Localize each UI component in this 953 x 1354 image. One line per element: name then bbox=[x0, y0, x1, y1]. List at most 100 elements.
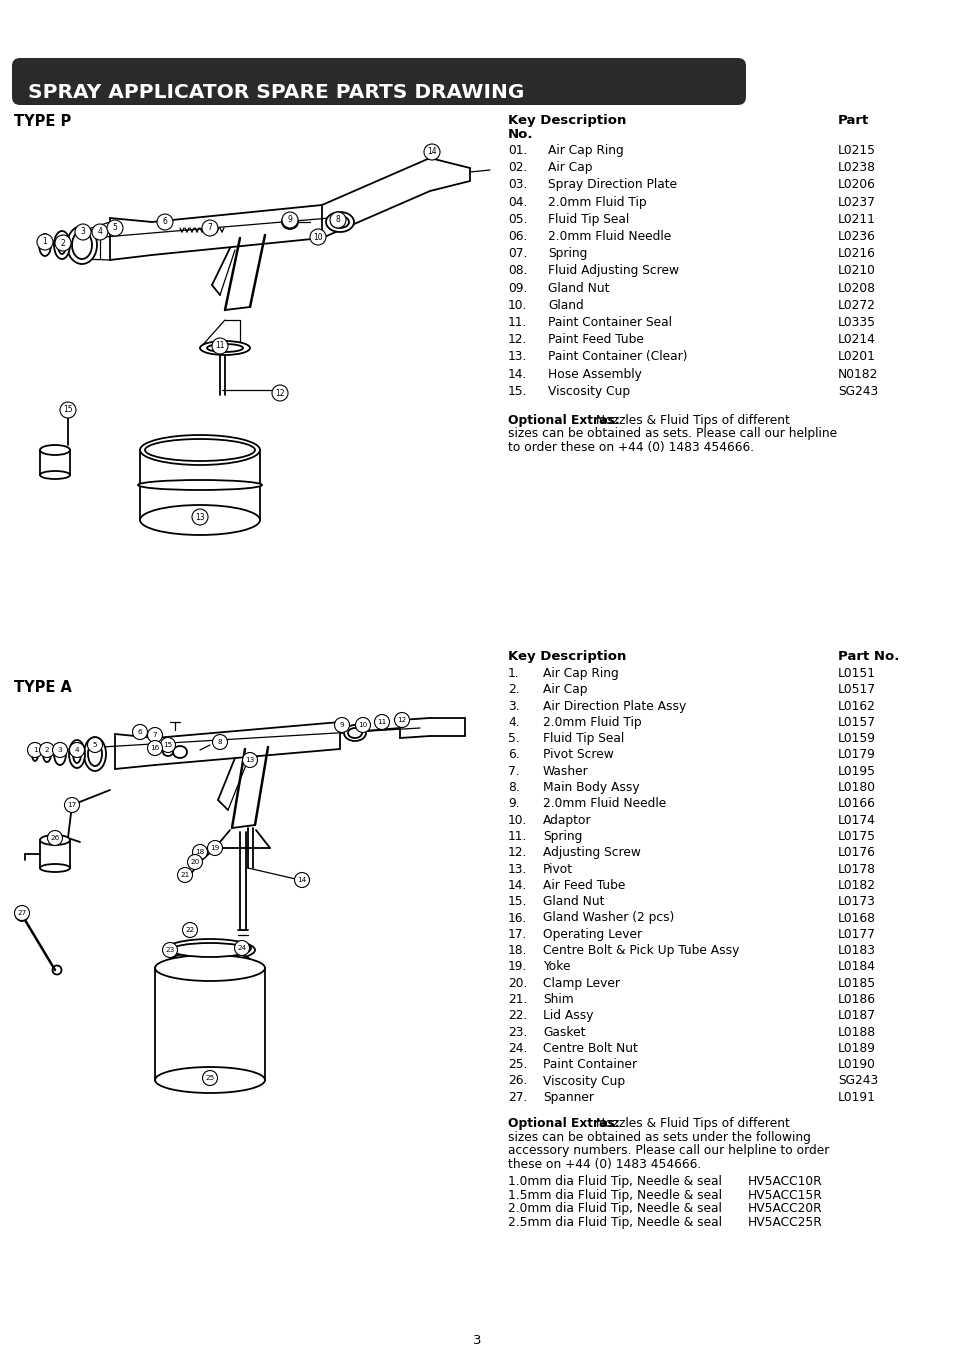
Ellipse shape bbox=[165, 940, 254, 961]
Text: TYPE P: TYPE P bbox=[14, 114, 71, 129]
Text: 22: 22 bbox=[185, 927, 194, 933]
Text: 11: 11 bbox=[377, 719, 386, 724]
Text: Viscosity Cup: Viscosity Cup bbox=[547, 385, 630, 398]
Text: L0208: L0208 bbox=[837, 282, 875, 295]
Text: Spring: Spring bbox=[542, 830, 581, 844]
Text: Air Cap: Air Cap bbox=[547, 161, 592, 175]
Ellipse shape bbox=[326, 213, 354, 232]
Text: 13: 13 bbox=[245, 757, 254, 764]
Text: 8.: 8. bbox=[507, 781, 519, 793]
Text: 23: 23 bbox=[165, 946, 174, 953]
Text: 10.: 10. bbox=[507, 814, 527, 827]
Text: 6: 6 bbox=[162, 218, 168, 226]
Text: Nozzles & Fluid Tips of different: Nozzles & Fluid Tips of different bbox=[592, 414, 789, 427]
Text: 12: 12 bbox=[275, 389, 284, 398]
Text: HV5ACC20R: HV5ACC20R bbox=[747, 1202, 821, 1215]
Text: 2.5mm dia Fluid Tip, Needle & seal: 2.5mm dia Fluid Tip, Needle & seal bbox=[507, 1216, 721, 1228]
Text: 2.0mm Fluid Needle: 2.0mm Fluid Needle bbox=[547, 230, 671, 242]
Ellipse shape bbox=[348, 728, 361, 738]
Text: 10.: 10. bbox=[507, 299, 527, 311]
Ellipse shape bbox=[171, 942, 249, 957]
Ellipse shape bbox=[54, 232, 70, 259]
Text: Key Description: Key Description bbox=[507, 114, 626, 127]
Text: 8: 8 bbox=[335, 215, 340, 225]
Text: 23.: 23. bbox=[507, 1025, 527, 1039]
Ellipse shape bbox=[154, 1067, 265, 1093]
Text: 6.: 6. bbox=[507, 749, 519, 761]
Circle shape bbox=[202, 219, 218, 236]
Text: 02.: 02. bbox=[507, 161, 527, 175]
Circle shape bbox=[91, 223, 108, 240]
Text: 2.0mm Fluid Needle: 2.0mm Fluid Needle bbox=[542, 798, 665, 811]
Text: 6: 6 bbox=[137, 728, 142, 735]
Circle shape bbox=[132, 724, 148, 739]
Text: SG243: SG243 bbox=[837, 1075, 878, 1087]
Text: 9: 9 bbox=[339, 722, 344, 728]
Text: L0151: L0151 bbox=[837, 668, 875, 680]
Text: 12.: 12. bbox=[507, 333, 527, 347]
Circle shape bbox=[335, 718, 349, 733]
Text: 9.: 9. bbox=[507, 798, 519, 811]
Text: Main Body Assy: Main Body Assy bbox=[542, 781, 639, 793]
Text: N0182: N0182 bbox=[837, 367, 878, 380]
Text: L0157: L0157 bbox=[837, 716, 875, 728]
Text: Paint Feed Tube: Paint Feed Tube bbox=[547, 333, 643, 347]
Circle shape bbox=[162, 942, 177, 957]
Text: 20: 20 bbox=[191, 858, 199, 865]
Text: Air Cap: Air Cap bbox=[542, 684, 587, 696]
Text: 2: 2 bbox=[61, 238, 66, 248]
Text: 3.: 3. bbox=[507, 700, 519, 712]
Text: 06.: 06. bbox=[507, 230, 527, 242]
Text: 8: 8 bbox=[217, 739, 222, 745]
Text: 01.: 01. bbox=[507, 144, 527, 157]
Text: Part No.: Part No. bbox=[837, 650, 899, 663]
Text: 2.0mm dia Fluid Tip, Needle & seal: 2.0mm dia Fluid Tip, Needle & seal bbox=[507, 1202, 721, 1215]
Text: L0174: L0174 bbox=[837, 814, 875, 827]
Ellipse shape bbox=[73, 745, 81, 764]
Text: 15: 15 bbox=[63, 405, 72, 414]
Text: L0173: L0173 bbox=[837, 895, 875, 909]
Text: 25.: 25. bbox=[507, 1059, 527, 1071]
Circle shape bbox=[192, 509, 208, 525]
Ellipse shape bbox=[140, 505, 260, 535]
Text: Paint Container: Paint Container bbox=[542, 1059, 637, 1071]
Text: L0180: L0180 bbox=[837, 781, 875, 793]
Text: Air Direction Plate Assy: Air Direction Plate Assy bbox=[542, 700, 685, 712]
Text: 2: 2 bbox=[45, 747, 50, 753]
Text: L0335: L0335 bbox=[837, 315, 875, 329]
Ellipse shape bbox=[344, 724, 366, 741]
Text: Optional Extras:: Optional Extras: bbox=[507, 414, 619, 427]
Text: Spring: Spring bbox=[547, 248, 587, 260]
Text: HV5ACC10R: HV5ACC10R bbox=[747, 1175, 821, 1187]
Text: L0175: L0175 bbox=[837, 830, 875, 844]
Text: 14.: 14. bbox=[507, 367, 527, 380]
Text: L0190: L0190 bbox=[837, 1059, 875, 1071]
Text: Fluid Adjusting Screw: Fluid Adjusting Screw bbox=[547, 264, 679, 278]
Text: Yoke: Yoke bbox=[542, 960, 570, 974]
Text: 1.5mm dia Fluid Tip, Needle & seal: 1.5mm dia Fluid Tip, Needle & seal bbox=[507, 1189, 721, 1201]
Text: L0183: L0183 bbox=[837, 944, 875, 957]
Circle shape bbox=[65, 798, 79, 812]
Text: Adjusting Screw: Adjusting Screw bbox=[542, 846, 640, 860]
Text: 1: 1 bbox=[32, 747, 37, 753]
Text: 26: 26 bbox=[51, 835, 59, 841]
Text: Centre Bolt Nut: Centre Bolt Nut bbox=[542, 1041, 638, 1055]
Circle shape bbox=[88, 738, 102, 753]
Text: Fluid Tip Seal: Fluid Tip Seal bbox=[542, 733, 623, 745]
Text: 05.: 05. bbox=[507, 213, 527, 226]
Text: SG243: SG243 bbox=[837, 385, 878, 398]
Text: Gland: Gland bbox=[547, 299, 583, 311]
Text: 13: 13 bbox=[195, 513, 205, 521]
Text: L0210: L0210 bbox=[837, 264, 875, 278]
Text: 3: 3 bbox=[473, 1334, 480, 1347]
Circle shape bbox=[157, 214, 172, 230]
Text: 21: 21 bbox=[180, 872, 190, 877]
Text: 07.: 07. bbox=[507, 248, 527, 260]
Text: L0159: L0159 bbox=[837, 733, 875, 745]
Text: sizes can be obtained as sets under the following: sizes can be obtained as sets under the … bbox=[507, 1131, 810, 1144]
Text: Viscosity Cup: Viscosity Cup bbox=[542, 1075, 624, 1087]
Text: 15.: 15. bbox=[507, 895, 527, 909]
Text: Gasket: Gasket bbox=[542, 1025, 585, 1039]
Text: L0206: L0206 bbox=[837, 179, 875, 191]
Text: Nozzles & Fluid Tips of different: Nozzles & Fluid Tips of different bbox=[592, 1117, 789, 1131]
